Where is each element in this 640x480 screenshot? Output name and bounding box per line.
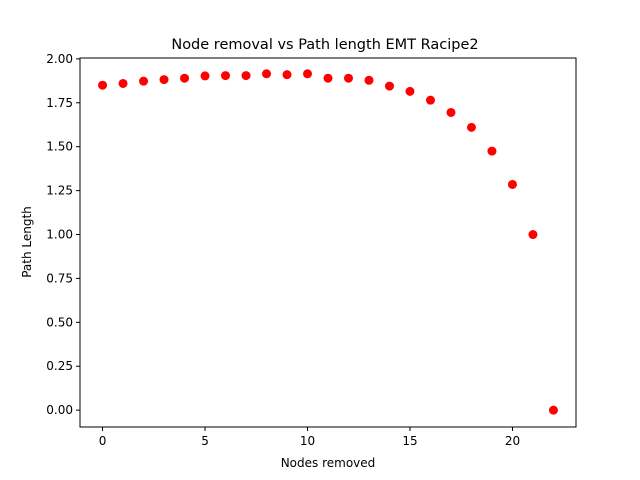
y-tick-label: 0.50 <box>46 315 73 329</box>
data-point <box>528 230 538 240</box>
data-point <box>139 76 149 86</box>
y-tick-label: 1.25 <box>46 184 73 198</box>
data-points <box>98 69 558 415</box>
x-axis-ticks: 0 5 10 15 20 <box>99 427 520 448</box>
y-tick-label: 0.25 <box>46 359 73 373</box>
x-tick-label: 5 <box>201 434 209 448</box>
data-point <box>343 73 353 83</box>
x-tick-label: 0 <box>99 434 107 448</box>
data-point <box>282 70 292 80</box>
data-point <box>487 146 497 156</box>
data-point <box>507 179 517 189</box>
y-tick-label: 0.75 <box>46 271 73 285</box>
y-tick-label: 2.00 <box>46 52 73 66</box>
data-point <box>180 73 190 83</box>
data-point <box>262 69 272 79</box>
y-tick-label: 1.75 <box>46 96 73 110</box>
data-point <box>303 69 313 79</box>
data-point <box>364 75 374 85</box>
x-tick-label: 20 <box>505 434 520 448</box>
data-point <box>446 107 456 117</box>
chart-title: Node removal vs Path length EMT Racipe2 <box>171 37 478 53</box>
plot-area-frame <box>79 57 577 428</box>
data-point <box>98 80 108 90</box>
y-axis-ticks: 0.00 0.25 0.50 0.75 1.00 1.25 1.50 1.75 2.00 <box>46 52 80 417</box>
data-point <box>323 73 333 83</box>
data-point <box>200 71 210 81</box>
x-tick-label: 10 <box>300 434 315 448</box>
data-point <box>466 122 476 132</box>
x-axis-label: Nodes removed <box>281 456 376 470</box>
data-point <box>118 78 128 88</box>
data-point <box>384 81 394 91</box>
data-point <box>548 405 558 415</box>
y-axis-label: Path Length <box>20 206 34 278</box>
y-tick-label: 0.00 <box>46 403 73 417</box>
data-point <box>159 75 169 85</box>
data-point <box>425 95 435 105</box>
data-point <box>221 71 231 81</box>
data-point <box>241 71 251 81</box>
y-tick-label: 1.00 <box>46 228 73 242</box>
data-point <box>405 86 415 96</box>
x-tick-label: 15 <box>402 434 417 448</box>
y-tick-label: 1.50 <box>46 140 73 154</box>
